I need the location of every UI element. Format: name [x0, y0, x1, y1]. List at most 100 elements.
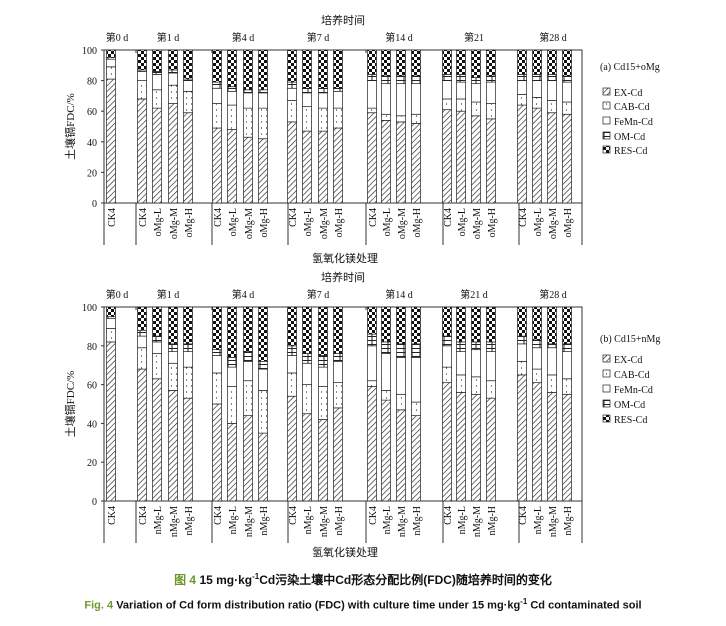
bar-segment-res-cd	[486, 306, 496, 343]
bar-segment-ex-cd	[396, 409, 406, 502]
legend-swatch-femn-cd	[602, 384, 611, 393]
bar-label: nMg-M	[244, 506, 255, 537]
group-label: 第4 d	[232, 31, 255, 44]
bar-segment-femn-cd	[227, 366, 237, 387]
bar-segment-cab-cd	[183, 90, 193, 114]
bar-segment-res-cd	[471, 49, 481, 78]
stacked-bar	[333, 49, 343, 204]
legend-item-res-cd: RES-Cd	[614, 415, 647, 426]
stacked-bar	[227, 306, 237, 502]
bar-segment-femn-cd	[258, 368, 268, 391]
bar-segment-ex-cd	[517, 104, 527, 204]
bar-segment-femn-cd	[517, 343, 527, 362]
bar-segment-ex-cd	[367, 112, 377, 204]
bar-segment-om-cd	[532, 74, 542, 81]
bar-segment-femn-cd	[212, 87, 222, 104]
bar-segment-res-cd	[442, 49, 452, 75]
chart-title: 培养时间	[321, 270, 365, 284]
bar-segment-femn-cd	[532, 80, 542, 98]
legend-item-om-cd: OM-Cd	[614, 400, 645, 411]
bar-segment-om-cd	[152, 335, 162, 343]
legend-item-femn-cd: FeMn-Cd	[614, 385, 653, 396]
bar-label: nMg-L	[533, 506, 544, 534]
bar-segment-om-cd	[258, 360, 268, 370]
bar-segment-ex-cd	[137, 368, 147, 502]
bar-segment-femn-cd	[532, 347, 542, 370]
bar-segment-om-cd	[456, 341, 466, 352]
bar-segment-res-cd	[333, 306, 343, 354]
bar-segment-om-cd	[547, 343, 557, 349]
bar-label: CK4	[138, 208, 149, 227]
y-tick-label: 60	[87, 107, 97, 118]
stacked-bar	[137, 306, 147, 502]
y-tick-label: 0	[92, 199, 97, 210]
bar-segment-femn-cd	[396, 83, 406, 117]
bar-segment-ex-cd	[486, 397, 496, 502]
bar-segment-res-cd	[471, 306, 481, 343]
bar-segment-ex-cd	[183, 397, 193, 502]
bar-segment-ex-cd	[442, 382, 452, 502]
bar-segment-res-cd	[532, 49, 542, 75]
bar-segment-femn-cd	[243, 360, 253, 382]
bar-segment-cab-cd	[396, 115, 406, 123]
bar-segment-cab-cd	[227, 386, 237, 424]
bar-segment-femn-cd	[456, 81, 466, 100]
bar-segment-om-cd	[168, 69, 178, 74]
stacked-bar	[243, 49, 253, 204]
stacked-bar	[137, 49, 147, 204]
bar-segment-ex-cd	[243, 415, 253, 502]
bar-segment-res-cd	[517, 49, 527, 75]
bar-segment-res-cd	[243, 49, 253, 91]
bar-segment-femn-cd	[258, 92, 268, 109]
legend-swatch-ex-cd	[602, 87, 611, 96]
bar-segment-femn-cd	[302, 92, 312, 107]
bar-segment-res-cd	[396, 49, 406, 77]
bar-segment-om-cd	[471, 341, 481, 351]
bar-segment-cab-cd	[137, 80, 147, 100]
bar-label: oMg-M	[472, 208, 483, 239]
y-tick-label: 80	[87, 342, 97, 353]
bar-segment-res-cd	[212, 49, 222, 83]
bar-segment-cab-cd	[562, 378, 572, 395]
bar-label: nMg-M	[319, 506, 330, 537]
bar-segment-femn-cd	[106, 58, 116, 68]
bar-segment-ex-cd	[227, 129, 237, 204]
bar-segment-femn-cd	[168, 72, 178, 86]
bar-segment-res-cd	[183, 49, 193, 80]
bar-segment-cab-cd	[258, 390, 268, 434]
bar-label: CK4	[107, 506, 118, 525]
x-axis-label: 氢氧化镁处理	[312, 545, 378, 559]
stacked-bar	[302, 49, 312, 204]
bar-segment-cab-cd	[243, 380, 253, 416]
stacked-bar	[532, 306, 542, 502]
bar-segment-cab-cd	[152, 89, 162, 109]
bar-label: nMg-M	[548, 506, 559, 537]
bar-segment-res-cd	[381, 306, 391, 343]
bar-segment-om-cd	[381, 75, 391, 85]
bar-segment-om-cd	[381, 341, 391, 354]
stacked-bar	[456, 306, 466, 502]
bar-segment-femn-cd	[442, 80, 452, 100]
bar-segment-femn-cd	[486, 81, 496, 104]
stacked-bar	[243, 306, 253, 502]
bar-segment-ex-cd	[411, 415, 421, 502]
bar-segment-ex-cd	[486, 118, 496, 204]
bar-segment-res-cd	[318, 306, 328, 356]
bar-segment-femn-cd	[411, 357, 421, 403]
legend-swatch-om-cd	[602, 131, 611, 140]
bar-segment-femn-cd	[562, 351, 572, 380]
bar-segment-cab-cd	[227, 104, 237, 130]
bar-segment-femn-cd	[137, 71, 147, 81]
bar-segment-femn-cd	[381, 353, 391, 391]
bar-segment-ex-cd	[287, 121, 297, 204]
bar-segment-res-cd	[227, 49, 237, 88]
bar-segment-cab-cd	[318, 107, 328, 132]
stacked-bar	[547, 49, 557, 204]
bar-segment-res-cd	[258, 306, 268, 362]
bar-segment-ex-cd	[302, 413, 312, 502]
bar-segment-cab-cd	[168, 84, 178, 104]
bar-label: nMg-L	[303, 506, 314, 534]
group-label: 第14 d	[385, 31, 413, 44]
bar-label: oMg-M	[244, 208, 255, 239]
